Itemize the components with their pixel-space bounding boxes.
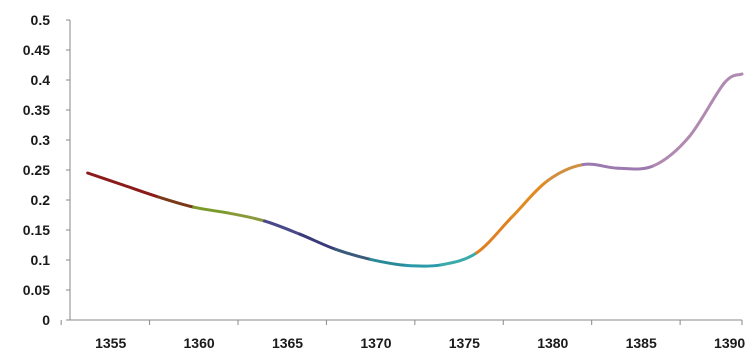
data-series <box>86 72 744 268</box>
series-line-segment <box>263 219 302 236</box>
x-tick-label: 1375 <box>449 335 480 351</box>
x-tick-label: 1355 <box>95 335 126 351</box>
series-line-segment <box>121 183 160 199</box>
series-line-segment <box>510 179 549 219</box>
series-line-segment <box>652 135 691 168</box>
x-tick-label: 1370 <box>360 335 391 351</box>
x-tick-label: 1360 <box>184 335 215 351</box>
x-tick-label: 1390 <box>714 335 745 351</box>
series-line-segment <box>581 162 620 170</box>
y-tick-label: 0.05 <box>23 282 50 298</box>
x-tick-label: 1380 <box>537 335 568 351</box>
y-tick-label: 0.5 <box>31 12 51 28</box>
y-tick-label: 0.15 <box>23 222 50 238</box>
y-tick-label: 0.35 <box>23 102 50 118</box>
series-line-segment <box>616 164 656 171</box>
y-tick-label: 0 <box>42 312 50 328</box>
y-tick-label: 0.45 <box>23 42 50 58</box>
series-line-segment <box>86 171 125 187</box>
series-line-segment <box>722 72 744 85</box>
series-line-segment <box>227 211 267 223</box>
series-line-segment <box>369 257 408 267</box>
y-tick-label: 0.2 <box>31 192 51 208</box>
y-tick-label: 0.1 <box>31 252 51 268</box>
x-tick-label: 1385 <box>626 335 657 351</box>
y-tick-label: 0.3 <box>31 132 51 148</box>
series-line-segment <box>545 163 585 183</box>
series-line-segment <box>192 205 231 215</box>
series-line-segment <box>687 81 726 139</box>
series-line-segment <box>475 215 514 255</box>
series-line-segment <box>439 251 479 267</box>
x-tick-label: 1365 <box>272 335 303 351</box>
y-tick-label: 0.4 <box>31 72 51 88</box>
series-line-segment <box>156 195 196 209</box>
x-axis-ticks: 1355 1360 1365 1370 1375 1380 1385 1390 <box>60 320 745 351</box>
y-tick-label: 0.25 <box>23 162 50 178</box>
series-line-segment <box>404 263 443 268</box>
series-line-segment <box>333 247 373 261</box>
y-axis-ticks: 0 0.05 0.1 0.15 0.2 0.25 0.3 0.35 0.4 0.45 0.5 <box>23 12 70 328</box>
series-line-segment <box>298 232 337 251</box>
